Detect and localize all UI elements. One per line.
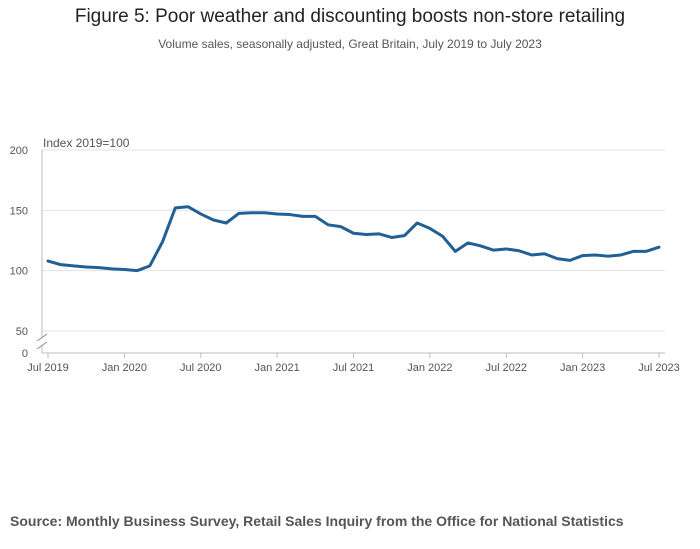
y-axis-title: Index 2019=100 [43, 136, 130, 150]
x-tick-label: Jan 2021 [254, 362, 299, 374]
y-tick-label: 200 [10, 145, 28, 157]
x-tick-label: Jan 2020 [102, 362, 147, 374]
y-tick-label: 150 [10, 205, 28, 217]
series-line-0 [46, 205, 661, 273]
axis-break-mark [36, 341, 48, 350]
axis-break-mark [36, 333, 48, 342]
x-tick-label: Jul 2020 [180, 362, 222, 374]
y-tick-label: 50 [16, 326, 28, 338]
chart-subtitle: Volume sales, seasonally adjusted, Great… [158, 37, 542, 51]
x-tick-label: Jul 2021 [333, 362, 375, 374]
axes [36, 150, 665, 354]
y-tick-label: 0 [22, 348, 28, 360]
x-tick-label: Jul 2019 [27, 362, 69, 374]
x-tick-label: Jul 2022 [485, 362, 527, 374]
gridlines [42, 149, 665, 332]
x-tick-label: Jul 2023 [638, 362, 680, 374]
source-note: Source: Monthly Business Survey, Retail … [10, 513, 624, 529]
x-tick-label: Jan 2022 [407, 362, 452, 374]
y-tick-label: 100 [10, 266, 28, 278]
x-tick-label: Jan 2023 [560, 362, 605, 374]
chart-title: Figure 5: Poor weather and discounting b… [74, 6, 626, 27]
x-axis-ticks: Jul 2019 Jan 2020 Jul 2020 Jan 2021 Jul 2021… [27, 353, 680, 374]
series-layer [46, 205, 661, 273]
y-axis-ticks: 0 50 100 150 200 [10, 145, 28, 360]
